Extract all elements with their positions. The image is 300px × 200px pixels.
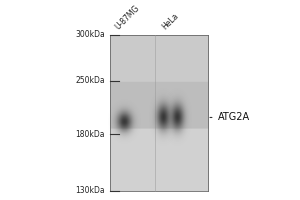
- Text: HeLa: HeLa: [160, 11, 180, 31]
- Text: ATG2A: ATG2A: [210, 112, 250, 122]
- Text: U-87MG: U-87MG: [114, 3, 142, 31]
- Text: 300kDa: 300kDa: [75, 30, 105, 39]
- Text: 180kDa: 180kDa: [76, 130, 105, 139]
- Text: 250kDa: 250kDa: [75, 76, 105, 85]
- Text: 130kDa: 130kDa: [75, 186, 105, 195]
